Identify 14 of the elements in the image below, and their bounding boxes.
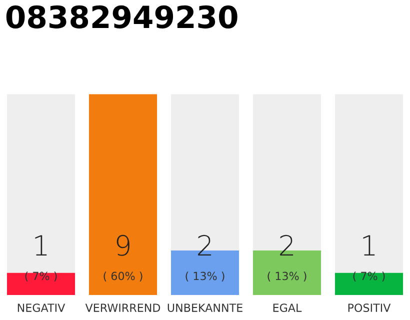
chart-title: 08382949230 [6, 5, 238, 28]
annotation: ( 13% ) [186, 272, 224, 282]
x-tick-label: EGAL [273, 304, 302, 312]
data-label: 1 [363, 235, 375, 256]
annotation: ( 60% ) [104, 272, 142, 282]
annotation: ( 7% ) [353, 272, 385, 282]
x-tick-label: NEGATIV [18, 304, 66, 312]
annotation: ( 13% ) [268, 272, 306, 282]
data-label: 9 [116, 234, 130, 256]
x-tick-label: UNBEKANNTE [168, 304, 242, 312]
x-tick-label: VERWIRREND [85, 304, 160, 312]
data-label: 1 [35, 235, 47, 256]
annotation: ( 7% ) [25, 272, 57, 282]
x-tick-label: POSITIV [348, 304, 391, 312]
